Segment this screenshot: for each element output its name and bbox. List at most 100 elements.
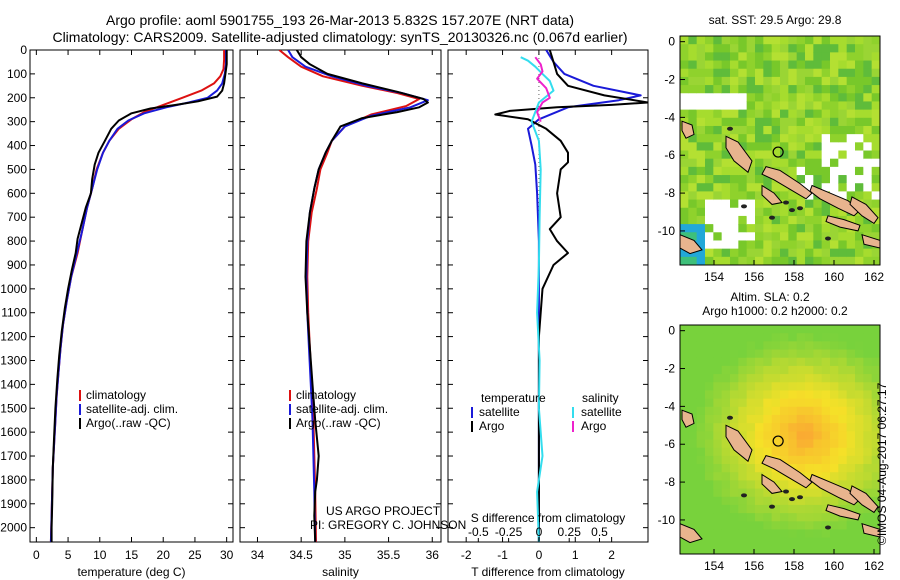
sla_map-cell <box>771 447 781 457</box>
sst_map-cell <box>680 224 689 233</box>
sla_map-cell <box>855 390 864 400</box>
sst_map-cell <box>771 232 781 242</box>
temperature-xtick-label: 25 <box>188 548 202 562</box>
sla_map-cell <box>846 357 856 367</box>
sst_map-cell <box>871 109 880 119</box>
sla_map-cell <box>755 480 764 490</box>
sst_map-cell <box>780 142 789 152</box>
sla_map-cell <box>846 537 856 547</box>
sla_map-cell <box>796 374 806 383</box>
sst_map-cell <box>805 109 814 119</box>
sla_map-ytick-label: 0 <box>668 324 675 338</box>
sla_map-cell <box>788 365 798 375</box>
sla_map-cell <box>763 464 773 473</box>
sst_map-cell <box>821 117 831 127</box>
sla_map-cell <box>705 521 714 531</box>
sla_map-cell <box>738 464 748 473</box>
sla_map-cell <box>755 398 764 408</box>
sst_map-cell <box>805 44 814 53</box>
sla_map-cell <box>746 423 756 432</box>
sst_map-cell <box>830 60 839 70</box>
sst_map-cell <box>688 256 698 265</box>
sst_map-islet <box>789 208 795 213</box>
sst_map-cell <box>771 117 781 127</box>
sla_map-cell <box>805 423 814 432</box>
sst_map-cell <box>721 68 731 78</box>
sst_map-cell <box>721 191 731 201</box>
sst_map-cell <box>813 207 823 217</box>
sst_map-cell <box>721 93 731 103</box>
temperature-ytick-label: 1600 <box>0 425 27 439</box>
sla_map-cell <box>788 545 798 554</box>
sst_map-cell <box>805 175 814 184</box>
sst_map-cell <box>788 52 798 62</box>
sla_map-cell <box>746 529 756 539</box>
sla_map-cell <box>713 504 723 514</box>
sla_map-cell <box>780 365 789 375</box>
sst_map-cell <box>830 248 839 258</box>
sst_map-cell <box>705 36 714 45</box>
temperature-xtick-label: 5 <box>65 548 72 562</box>
sst_map-xtick-label: 160 <box>824 270 844 284</box>
sst_map-cell <box>863 44 873 53</box>
sst_map-cell <box>730 76 739 86</box>
sla_map-cell <box>705 455 714 465</box>
credit-line1: US ARGO PROJECT <box>326 504 441 518</box>
sst_map-islet <box>797 206 803 211</box>
sla_map-cell <box>763 414 773 424</box>
sst_map-cell <box>813 166 823 176</box>
sla_map-cell <box>788 390 798 400</box>
sla_map-cell <box>838 545 848 554</box>
sst_map-cell <box>680 207 689 217</box>
sla_map-cell <box>721 414 731 424</box>
sla_map-cell <box>730 357 739 367</box>
sst_map-cell <box>771 142 781 152</box>
sla_map-cell <box>705 349 714 359</box>
sla_map-cell <box>721 464 731 473</box>
sla_map-cell <box>746 504 756 514</box>
sla_map-cell <box>688 382 698 392</box>
sla_map-cell <box>696 472 706 481</box>
sst_map-cell <box>838 175 848 184</box>
sst_map-cell <box>863 76 873 86</box>
sla_map-cell <box>813 406 823 416</box>
sst_map-cell <box>713 215 723 225</box>
sla_map-cell <box>780 349 789 359</box>
sla_map-cell <box>821 496 831 506</box>
sst_map-cell <box>705 109 714 119</box>
sla_map-cell <box>713 423 723 432</box>
sst_map-cell <box>721 215 731 225</box>
sla_map-cell <box>755 545 764 554</box>
sst_map-cell <box>830 109 839 119</box>
sst_map-cell <box>713 207 723 217</box>
sst_map-cell <box>688 76 698 86</box>
sst_map-cell <box>696 36 706 45</box>
sla_map-cell <box>871 414 880 424</box>
sst_map-cell <box>863 36 873 45</box>
sla_map-cell <box>730 455 739 465</box>
sla_map-cell <box>821 464 831 473</box>
sst_map-cell <box>830 76 839 86</box>
sla_map-cell <box>863 374 873 383</box>
temperature-xtick-label: 0 <box>33 548 40 562</box>
sla_map-cell <box>788 504 798 514</box>
sla_map-cell <box>788 431 798 441</box>
sst_map-cell <box>680 68 689 78</box>
sst_map-title: sat. SST: 29.5 Argo: 29.8 <box>709 13 842 27</box>
sla_map-cell <box>788 406 798 416</box>
sst_map-cell <box>788 256 798 265</box>
sst_map-cell <box>821 134 831 143</box>
sla_map-island <box>849 485 879 514</box>
sst_map-cell <box>771 125 781 135</box>
sst_map-cell <box>746 109 756 119</box>
sst_map-cell <box>863 142 873 152</box>
sst_map-cell <box>821 183 831 192</box>
sst_map-cell <box>713 68 723 78</box>
sst_map-cell <box>788 101 798 111</box>
sst_map-cell <box>688 44 698 53</box>
sst_map-cell <box>780 85 789 94</box>
sla_map-cell <box>721 480 731 490</box>
sst_map-cell <box>713 117 723 127</box>
sla_map-cell <box>738 341 748 351</box>
sst_map-cell <box>855 224 864 233</box>
